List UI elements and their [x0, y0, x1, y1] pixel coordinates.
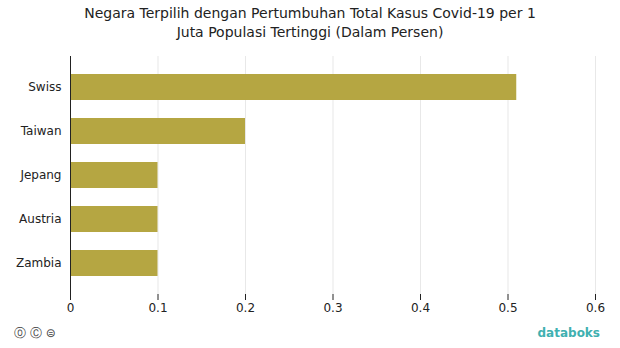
- html-text:Negara Terpilih dengan Pertumb: Negara Terpilih dengan Pertumbuhan Total…: [84, 5, 536, 21]
- svg-text:0.1: 0.1: [148, 301, 167, 315]
- svg-text:Austria: Austria: [19, 212, 61, 226]
- svg-text:0: 0: [67, 301, 75, 315]
- svg-text:0.6: 0.6: [586, 301, 605, 315]
- svg-text:Zambia: Zambia: [16, 256, 62, 270]
- svg-text:0.5: 0.5: [498, 301, 517, 315]
- svg-text:Swiss: Swiss: [28, 80, 61, 94]
- html-text:Juta Populasi Tertinggi (Dalam: Juta Populasi Tertinggi (Dalam Persen): [176, 23, 444, 40]
- svg-text:Jepang: Jepang: [19, 168, 61, 182]
- html-text:databoks: databoks: [537, 326, 600, 340]
- svg-text:0.3: 0.3: [323, 301, 342, 315]
- html-text:⓪ Ⓒ ⊜: ⓪ Ⓒ ⊜: [14, 325, 56, 340]
- svg-text:Taiwan: Taiwan: [20, 124, 62, 138]
- svg-text:0.2: 0.2: [236, 301, 255, 315]
- svg-text:0.4: 0.4: [411, 301, 430, 315]
